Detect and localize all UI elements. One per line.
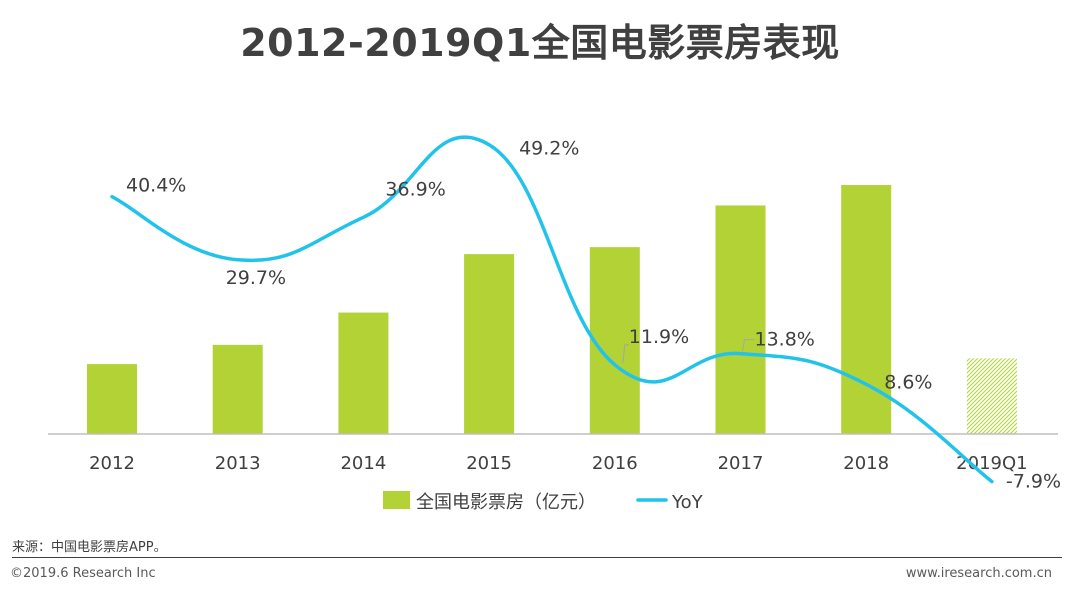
- label-leaders: [622, 339, 755, 363]
- x-tick-2013: 2013: [215, 453, 261, 474]
- yoy-label-2019Q1: -7.9%: [1006, 471, 1061, 493]
- bar-2015: [464, 254, 515, 434]
- bar-2019Q1: [966, 358, 1017, 434]
- x-tick-2012: 2012: [89, 453, 135, 474]
- legend-line-label: YoY: [671, 492, 704, 513]
- x-tick-2014: 2014: [340, 453, 386, 474]
- bar-2012: [87, 364, 137, 434]
- yoy-label-2014: 36.9%: [385, 178, 445, 200]
- yoy-line: [110, 135, 994, 484]
- leader-2016: [622, 344, 629, 363]
- page-title: 2012-2019Q1全国电影票房表现: [240, 21, 840, 65]
- x-tick-2016: 2016: [592, 453, 638, 474]
- x-tick-2015: 2015: [466, 453, 512, 474]
- yoy-labels: 40.4% 29.7% 36.9% 49.2% 11.9% 13.8% 8.6% -7.9%: [126, 138, 1061, 493]
- yoy-label-2017: 13.8%: [755, 329, 815, 351]
- legend-bar-label: 全国电影票房（亿元）: [416, 492, 596, 513]
- yoy-label-2015: 49.2%: [519, 138, 579, 160]
- x-tick-2019Q1: 2019Q1: [956, 453, 1027, 474]
- yoy-label-2012: 40.4%: [126, 175, 186, 197]
- leader-2017: [742, 339, 755, 352]
- bar-2018: [841, 185, 892, 434]
- source-note: 来源：中国电影票房APP。: [12, 540, 167, 555]
- website: www.iresearch.com.cn: [905, 566, 1052, 581]
- yoy-label-2013: 29.7%: [226, 267, 286, 289]
- legend-bar-swatch: [383, 491, 410, 509]
- bar-2016: [589, 247, 640, 434]
- yoy-label-2018: 8.6%: [884, 371, 932, 393]
- bar-2014: [338, 312, 389, 434]
- copyright: ©2019.6 Research Inc: [10, 566, 156, 581]
- bar-2017: [715, 205, 766, 434]
- bar-2013: [212, 344, 263, 434]
- x-axis-ticks: 2012 2013 2014 2015 2016 2017 2018 2019Q1: [89, 453, 1028, 474]
- x-tick-2017: 2017: [718, 453, 764, 474]
- chart-area: 2012 2013 2014 2015 2016 2017 2018 2019Q1 40.4%…: [48, 135, 1061, 513]
- bar-series: [87, 185, 1017, 434]
- yoy-label-2016: 11.9%: [629, 326, 689, 348]
- x-tick-2018: 2018: [843, 453, 889, 474]
- legend: 全国电影票房（亿元） YoY: [383, 491, 704, 513]
- footer-divider: [12, 557, 1062, 558]
